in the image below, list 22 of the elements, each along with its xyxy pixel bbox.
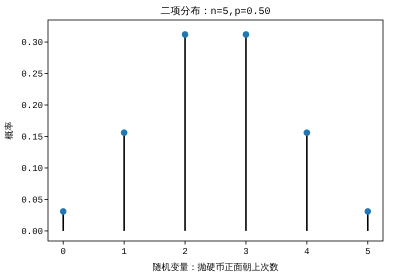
y-tick-label: 0.25 (21, 70, 43, 80)
y-tick-label: 0.15 (21, 132, 43, 142)
point (242, 31, 250, 38)
point (60, 208, 67, 215)
chart-title: 二项分布：n=5,p=0.50 (160, 5, 271, 18)
y-tick-label: 0.00 (21, 226, 43, 237)
y-tick-label: 0.10 (21, 164, 43, 174)
x-tick-label: 4 (304, 247, 310, 257)
x-tick-label: 5 (365, 247, 370, 257)
point (364, 208, 372, 215)
x-tick-label: 1 (121, 247, 127, 257)
y-axis-title: 概率 (4, 122, 15, 140)
x-tick-label: 2 (182, 247, 188, 257)
point (304, 129, 310, 136)
x-axis-title: 随机变量：抛硬币正面朝上次数 (152, 262, 278, 273)
point (120, 129, 128, 136)
y-tick-label: 0.05 (21, 195, 43, 206)
point (182, 31, 188, 38)
x-tick-label: 0 (60, 247, 66, 257)
x-tick-label: 3 (243, 247, 249, 257)
y-tick-label: 0.30 (21, 38, 43, 48)
y-tick-label: 0.20 (21, 101, 43, 111)
